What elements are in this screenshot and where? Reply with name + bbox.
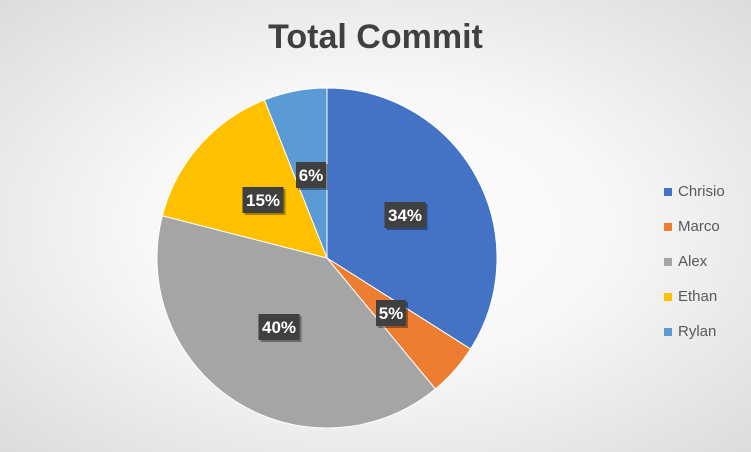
legend-label: Marco [678, 218, 720, 235]
data-label-text: 5% [379, 304, 404, 323]
legend-label: Chrisio [678, 183, 725, 200]
legend-swatch [664, 222, 672, 231]
legend-item-rylan: Rylan [664, 314, 725, 349]
data-label-ethan: 15% [242, 187, 286, 215]
legend-label: Alex [678, 253, 708, 270]
legend-item-alex: Alex [664, 244, 725, 279]
data-label-text: 34% [388, 206, 422, 225]
legend-item-ethan: Ethan [664, 279, 725, 314]
legend-swatch [664, 257, 672, 266]
legend-item-marco: Marco [664, 209, 725, 244]
data-label-text: 40% [262, 318, 296, 337]
pie-slice-ethan [161, 99, 328, 259]
legend-swatch [664, 187, 672, 196]
data-label-text: 6% [299, 166, 324, 185]
legend: Chrisio Marco Alex Ethan Rylan [664, 174, 725, 349]
legend-item-chrisio: Chrisio [664, 174, 725, 209]
data-label-chrisio: 34% [384, 202, 428, 230]
chart-title: Total Commit [268, 18, 483, 56]
legend-swatch [664, 292, 672, 301]
data-label-text: 15% [246, 191, 280, 210]
legend-swatch [664, 327, 672, 336]
data-label-rylan: 6% [296, 162, 328, 190]
data-label-marco: 5% [376, 300, 408, 328]
pie-slice-rylan [263, 87, 328, 259]
legend-label: Ethan [678, 288, 718, 305]
data-label-alex: 40% [258, 314, 302, 342]
legend-label: Rylan [678, 323, 717, 340]
